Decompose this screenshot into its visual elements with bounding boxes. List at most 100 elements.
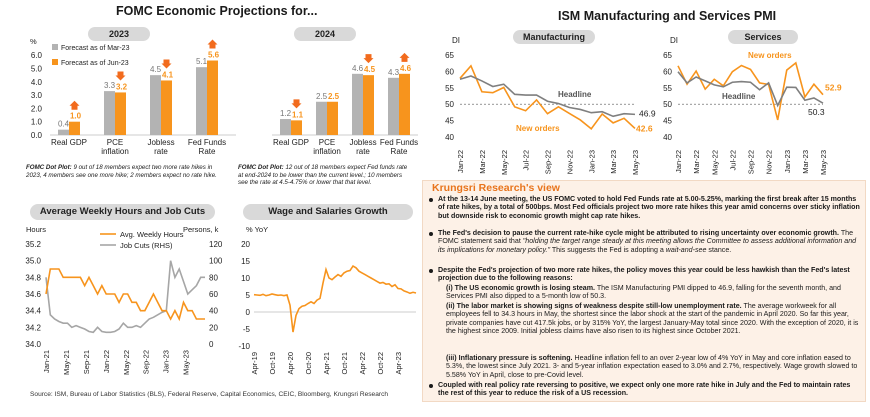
fomc-2023-bar-jun: [69, 121, 80, 135]
mfg-x-tick: Jul-22: [522, 150, 531, 170]
hours-y-tick-right: 0: [209, 340, 214, 349]
fomc-2023-cat-label: inflation: [101, 147, 129, 156]
mfg-y-tick: 50: [445, 100, 454, 109]
hours-x-tick: Jan-22: [102, 350, 111, 373]
fomc-2024-label-mar: 1.2: [280, 109, 292, 118]
svc-x-tick: Mar-23: [801, 150, 810, 174]
svc-x-tick: Nov-22: [765, 150, 774, 174]
wages-y-tick: 0: [246, 308, 251, 317]
hours-chart: Hours Persons, k 34.0 34.2 34.4 34.6 34.8 35.0 3…: [25, 225, 223, 375]
fomc-2023-label-jun: 5.6: [208, 51, 220, 60]
svc-x-tick: Jul-22: [728, 150, 737, 170]
view-p2: The Fed's decision to pause the current …: [438, 229, 857, 254]
fomc-note-2024: FOMC Dot Plot: 12 out of 18 members expe…: [238, 164, 408, 187]
wages-y-tick: 20: [241, 240, 250, 249]
fomc-y-tick: 0.0: [31, 131, 43, 140]
fomc-2024-cat-label: Rate: [391, 147, 408, 156]
svc-y-unit: DI: [670, 36, 678, 45]
hours-x-tick: May-22: [122, 350, 131, 375]
wages-x-tick: Apr-21: [322, 352, 331, 375]
fomc-2024-bar-jun: [363, 75, 374, 135]
legend-label-mar: Forecast as of Mar-23: [61, 45, 130, 52]
hours-y-tick-left: 34.8: [25, 273, 41, 282]
wages-x-tick: Apr-19: [250, 352, 259, 375]
mfg-new-orders-label: New orders: [516, 124, 560, 133]
view-reason-iii: (iii) Inflationary pressure is softening…: [446, 354, 858, 379]
mfg-y-tick: 45: [445, 117, 454, 126]
mfg-line-headline: [459, 75, 636, 118]
svc-y-tick: 45: [663, 117, 672, 126]
svc-y-tick: 60: [663, 67, 672, 76]
fomc-2024-bar-jun: [399, 73, 410, 135]
fomc-2024-cat-label: PCE: [319, 138, 335, 147]
fomc-2023-cat-label: Fed Funds: [188, 138, 226, 147]
fomc-2023-label-jun: 4.1: [162, 70, 174, 79]
hours-x-tick: Sep-21: [82, 350, 91, 374]
view-p1: At the 13-14 June meeting, the US FOMC v…: [438, 195, 860, 220]
view-panel: [422, 180, 866, 402]
mfg-x-tick: Nov-22: [565, 150, 574, 174]
wages-x-tick: Apr-22: [358, 352, 367, 375]
hours-legend-label: Avg. Weekly Hours: [120, 230, 184, 239]
svc-y-tick: 65: [663, 51, 672, 60]
wages-x-tick: Apr-20: [286, 352, 295, 375]
mfg-y-tick: 40: [445, 133, 454, 142]
svc-x-tick: Sep-22: [747, 150, 756, 174]
svc-x-tick: May-22: [710, 150, 719, 175]
svc-x-tick: Jan-22: [674, 150, 683, 173]
fomc-2024-cat-label: Real GDP: [273, 138, 309, 147]
wages-x-tick: Oct-21: [340, 352, 349, 375]
avg-hours-line: [45, 268, 205, 322]
wages-line: [253, 265, 417, 333]
view-bullet-2: [429, 232, 433, 236]
wages-x-tick: Oct-20: [304, 352, 313, 375]
mfg-headline-label: Headline: [558, 90, 592, 99]
fomc-2024-label-jun: 4.5: [364, 65, 376, 74]
fomc-y-tick: 3.0: [31, 91, 43, 100]
mfg-x-tick: May-22: [500, 150, 509, 175]
hours-y-tick-right: 80: [209, 273, 218, 282]
fomc-y-tick: 5.0: [31, 65, 43, 74]
svc-line-headline: [677, 71, 824, 108]
wages-y-tick: 5: [246, 291, 251, 300]
fomc-2024-bar-mar: [388, 77, 399, 135]
fomc-title: FOMC Economic Projections for...: [116, 4, 318, 18]
mfg-y-tick: 60: [445, 67, 454, 76]
legend-swatch-mar: [52, 44, 58, 50]
svc-y-tick: 55: [663, 84, 672, 93]
svc-headline-value: 50.3: [808, 107, 825, 117]
legend-swatch-jun: [52, 59, 58, 65]
hours-y-tick-left: 35.2: [25, 240, 41, 249]
fomc-2024-bar-jun: [291, 120, 302, 135]
hours-title: Average Weekly Hours and Job Cuts: [30, 204, 215, 220]
svc-y-tick: 40: [663, 133, 672, 142]
hours-y-tick-right: 20: [209, 323, 218, 332]
fomc-2024-arrow-down: [291, 99, 302, 109]
fomc-2023-cat-label: Jobless: [147, 138, 174, 147]
view-title: Krungsri Research's view: [432, 182, 560, 194]
svc-x-tick: May-23: [819, 150, 828, 175]
mfg-y-unit: DI: [452, 36, 460, 45]
fomc-2023-label-mar: 4.5: [150, 65, 162, 74]
fomc-2023-label-jun: 3.2: [116, 82, 128, 91]
hours-x-tick: May-23: [182, 350, 191, 375]
fomc-2023-bar-jun: [207, 60, 218, 135]
legend-label-jun: Forecast as of Jun-23: [61, 60, 129, 67]
wages-title: Wage and Salaries Growth: [243, 204, 413, 220]
wages-y-tick: 15: [241, 257, 250, 266]
source-note: Source: ISM, Bureau of Labor Statistics …: [30, 391, 389, 398]
fomc-2024-arrow-up: [399, 52, 410, 62]
view-p3: Despite the Fed's projection of two more…: [438, 266, 850, 283]
fomc-2023-cat-label: Rate: [199, 147, 216, 156]
hours-y-tick-right: 120: [209, 240, 223, 249]
fomc-2024-bar-mar: [280, 119, 291, 135]
fomc-2023-cat-label: Real GDP: [51, 138, 87, 147]
mfg-x-tick: May-23: [631, 150, 640, 175]
fomc-2024-bar-mar: [352, 73, 363, 135]
hours-y-tick-right: 100: [209, 257, 223, 266]
view-reason-ii: (ii) The labor market is showing signs o…: [446, 302, 859, 335]
fomc-2023-arrow-up: [69, 100, 80, 110]
fomc-2024-cat-label: rate: [356, 147, 370, 156]
fomc-2023-cat-label: rate: [154, 147, 168, 156]
